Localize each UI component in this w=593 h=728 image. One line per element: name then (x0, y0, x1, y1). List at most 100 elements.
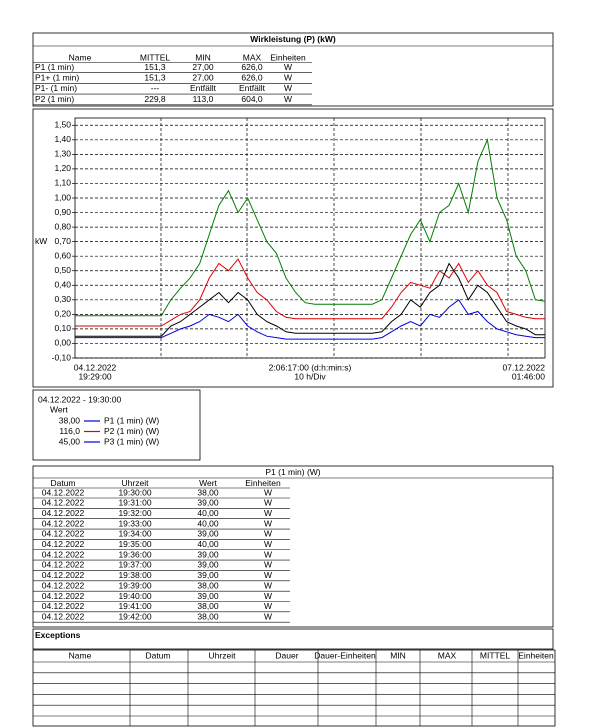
y-tick-label: 0,70 (54, 236, 71, 246)
data-table-cell: 19:31:00 (118, 498, 151, 508)
exceptions-header: Dauer (275, 650, 298, 660)
summary-cell: 229,8 (144, 94, 166, 104)
exceptions-title: Exceptions (35, 630, 81, 640)
series-line (75, 138, 546, 317)
legend-label: P3 (1 min) (W) (104, 436, 159, 446)
y-tick-label: 0,30 (54, 294, 71, 304)
summary-cell: 27,00 (192, 72, 214, 82)
legend-value: 38,00 (59, 415, 81, 425)
exceptions-title-box (32, 628, 554, 650)
y-tick-label: 0,00 (54, 338, 71, 348)
x-label: 19:29:00 (78, 371, 111, 381)
summary-cell: W (284, 94, 292, 104)
data-table-header: Uhrzeit (122, 478, 150, 488)
summary-header: MITTEL (140, 52, 170, 62)
y-tick-label: 0,40 (54, 280, 71, 290)
data-table-cell: W (264, 487, 272, 497)
data-table-cell: W (264, 539, 272, 549)
legend-label: P2 (1 min) (W) (104, 426, 159, 436)
data-table-cell: 40,00 (197, 539, 219, 549)
y-axis-label: kW (35, 236, 47, 246)
data-table-cell: 04.12.2022 (42, 580, 85, 590)
y-tick-label: 1,10 (54, 178, 71, 188)
legend-value: 116,0 (59, 426, 80, 436)
legend-value: 45,00 (59, 436, 81, 446)
exceptions-header: Dauer-Einheiten (314, 650, 376, 660)
summary-header: Name (69, 52, 92, 62)
y-tick-label: 1,50 (54, 120, 71, 130)
y-tick-label: 1,20 (54, 163, 71, 173)
summary-cell: 151,3 (144, 62, 166, 72)
summary-cell: 27,00 (192, 62, 214, 72)
data-table-cell: 04.12.2022 (42, 487, 85, 497)
data-table-cell: 04.12.2022 (42, 539, 85, 549)
time-grid (160, 118, 509, 358)
data-table-cell: 40,00 (197, 518, 219, 528)
data-table-cell: W (264, 601, 272, 611)
data-table-header: Datum (50, 478, 75, 488)
data-table-cell: 40,00 (197, 508, 219, 518)
x-label: 07.12.2022 (502, 362, 545, 372)
data-table-cell: 19:36:00 (118, 549, 151, 559)
exceptions-header: MAX (438, 650, 457, 660)
legend-label: P1 (1 min) (W) (104, 415, 159, 425)
data-table-cell: W (264, 508, 272, 518)
summary-cell: P1 (1 min) (35, 62, 74, 72)
exceptions-header: Datum (145, 650, 170, 660)
x-label: 04.12.2022 (74, 362, 117, 372)
exceptions-header: Uhrzeit (209, 650, 237, 660)
data-table-cell: 38,00 (197, 487, 219, 497)
exceptions-table-box (32, 649, 556, 727)
series-line (75, 258, 545, 327)
y-tick-label: 1,30 (54, 149, 71, 159)
y-tick-label: 1,00 (54, 192, 71, 202)
summary-cell: Entfällt (190, 83, 217, 93)
exceptions-header: MITTEL (480, 650, 510, 660)
summary-cell: 626,0 (241, 62, 263, 72)
legend-box (32, 389, 201, 461)
data-table-cell: 04.12.2022 (42, 529, 85, 539)
legend-heading: Wert (50, 404, 68, 414)
data-table-title: P1 (1 min) (W) (265, 467, 320, 477)
data-table-cell: W (264, 611, 272, 621)
summary-cell: 151,3 (144, 72, 166, 82)
data-table-header: Wert (199, 478, 217, 488)
y-tick-label: 0,20 (54, 309, 71, 319)
summary-cell: W (284, 62, 292, 72)
data-table-cell: 39,00 (197, 549, 219, 559)
data-table-cell: 19:42:00 (118, 611, 151, 621)
data-table-cell: 04.12.2022 (42, 570, 85, 580)
data-table-cell: 04.12.2022 (42, 498, 85, 508)
data-table-cell: 39,00 (197, 591, 219, 601)
summary-header: MIN (195, 52, 211, 62)
chart-box (32, 108, 554, 388)
summary-cell: 113,0 (193, 94, 214, 104)
summary-cell: --- (151, 83, 160, 93)
y-tick-label: 0,10 (54, 323, 71, 333)
y-tick-label: 0,90 (54, 207, 71, 217)
page-title: Wirkleistung (P) (kW) (250, 34, 336, 44)
summary-header: MAX (243, 52, 262, 62)
data-table-cell: 39,00 (197, 570, 219, 580)
data-table-cell: W (264, 570, 272, 580)
data-table-cell: 04.12.2022 (42, 508, 85, 518)
summary-header: Einheiten (270, 52, 306, 62)
data-table-cell: 19:37:00 (118, 560, 151, 570)
data-table-cell: 04.12.2022 (42, 549, 85, 559)
data-table-cell: 04.12.2022 (42, 611, 85, 621)
series-line (75, 299, 545, 340)
exceptions-header: Einheiten (518, 650, 554, 660)
exceptions-header: Name (69, 650, 92, 660)
x-label: 2:06:17:00 (d:h:min:s) (269, 362, 352, 372)
data-table-cell: W (264, 518, 272, 528)
y-tick-label: 0,50 (54, 265, 71, 275)
summary-cell: P1+ (1 min) (35, 72, 79, 82)
x-label: 10 h/Div (294, 371, 326, 381)
data-table-cell: 04.12.2022 (42, 601, 85, 611)
summary-box (32, 32, 554, 107)
exceptions-header: MIN (390, 650, 406, 660)
data-table-box (32, 465, 554, 628)
data-table-cell: 19:38:00 (118, 570, 151, 580)
data-table-cell: W (264, 560, 272, 570)
